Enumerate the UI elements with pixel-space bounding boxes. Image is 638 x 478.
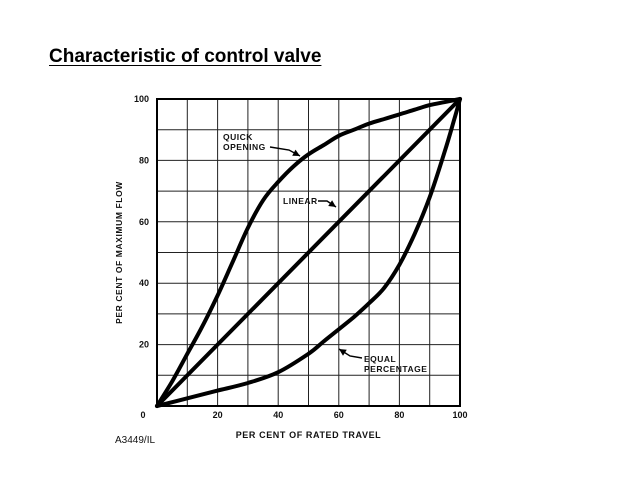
- chart-series: [155, 97, 462, 408]
- y-tick-label: 40: [139, 278, 149, 288]
- linear-curve: [155, 97, 462, 408]
- arrowhead: [339, 349, 347, 356]
- linear-label: LINEAR: [283, 196, 318, 206]
- x-tick-label: 100: [452, 410, 467, 420]
- chart-axes: 0 20 40 60 80 100 20 40 60 80 100 PER CENT OF RATED…: [114, 94, 468, 440]
- equal-percentage-curve: [155, 97, 462, 408]
- x-tick-label: 20: [213, 410, 223, 420]
- y-axis-label: PER CENT OF MAXIMUM FLOW: [114, 181, 124, 324]
- plot-frame: [156, 98, 461, 407]
- y-tick-label: 100: [134, 94, 149, 104]
- x-tick-label: 80: [394, 410, 404, 420]
- arrowhead: [292, 149, 300, 156]
- quick-opening-curve: [155, 97, 462, 408]
- arrowhead: [328, 200, 336, 207]
- x-tick-label: 0: [140, 410, 145, 420]
- x-axis-label: PER CENT OF RATED TRAVEL: [236, 430, 382, 440]
- x-tick-label: 40: [273, 410, 283, 420]
- y-tick-label: 60: [139, 217, 149, 227]
- figure-code: A3449/IL: [115, 435, 156, 446]
- chart-annotations: QUICK OPENING LINEAR EQUAL PERCENTAGE: [223, 132, 427, 374]
- y-tick-label: 20: [139, 340, 149, 350]
- slide-title: Characteristic of control valve: [49, 46, 322, 67]
- quick-opening-label: QUICK OPENING: [223, 132, 266, 152]
- x-tick-label: 60: [334, 410, 344, 420]
- equal-percentage-label: EQUAL PERCENTAGE: [364, 354, 427, 374]
- y-tick-label: 80: [139, 155, 149, 165]
